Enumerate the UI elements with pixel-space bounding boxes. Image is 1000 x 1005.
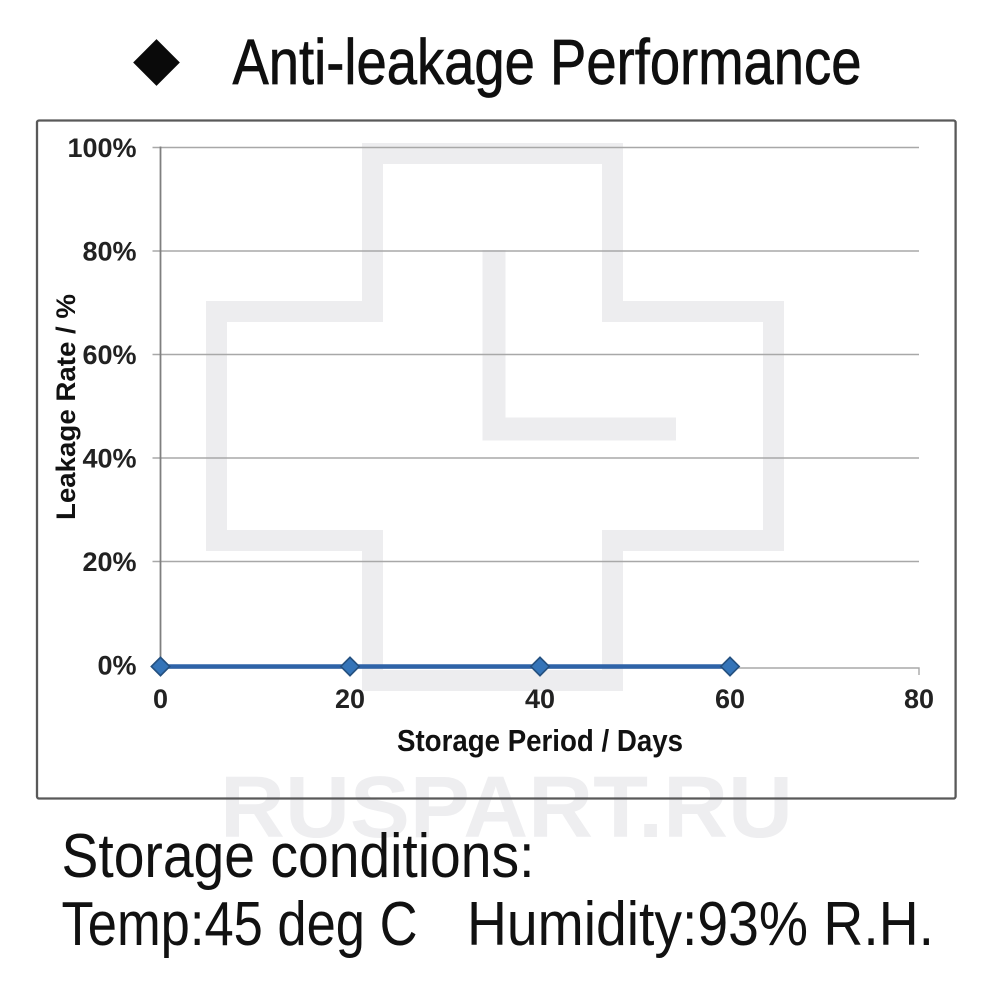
svg-text:0: 0 xyxy=(153,684,168,714)
svg-text:Storage Period / Days: Storage Period / Days xyxy=(397,723,683,758)
svg-text:80: 80 xyxy=(904,684,934,714)
svg-text:0%: 0% xyxy=(97,650,136,680)
svg-text:100%: 100% xyxy=(67,133,136,163)
svg-text:20: 20 xyxy=(335,684,365,714)
svg-text:Humidity:93% R.H.: Humidity:93% R.H. xyxy=(467,890,934,959)
svg-text:Leakage Rate / %: Leakage Rate / % xyxy=(51,294,81,520)
svg-text:80%: 80% xyxy=(82,236,136,266)
svg-text:Storage conditions:: Storage conditions: xyxy=(62,822,535,891)
svg-text:40: 40 xyxy=(525,684,555,714)
svg-text:RUSPART.RU: RUSPART.RU xyxy=(220,759,793,856)
svg-text:60: 60 xyxy=(715,684,745,714)
svg-text:20%: 20% xyxy=(82,547,136,577)
svg-text:60%: 60% xyxy=(82,340,136,370)
svg-text:40%: 40% xyxy=(82,443,136,473)
svg-text:Anti-leakage Performance: Anti-leakage Performance xyxy=(233,26,862,98)
svg-text:Temp:45 deg C: Temp:45 deg C xyxy=(62,890,418,959)
